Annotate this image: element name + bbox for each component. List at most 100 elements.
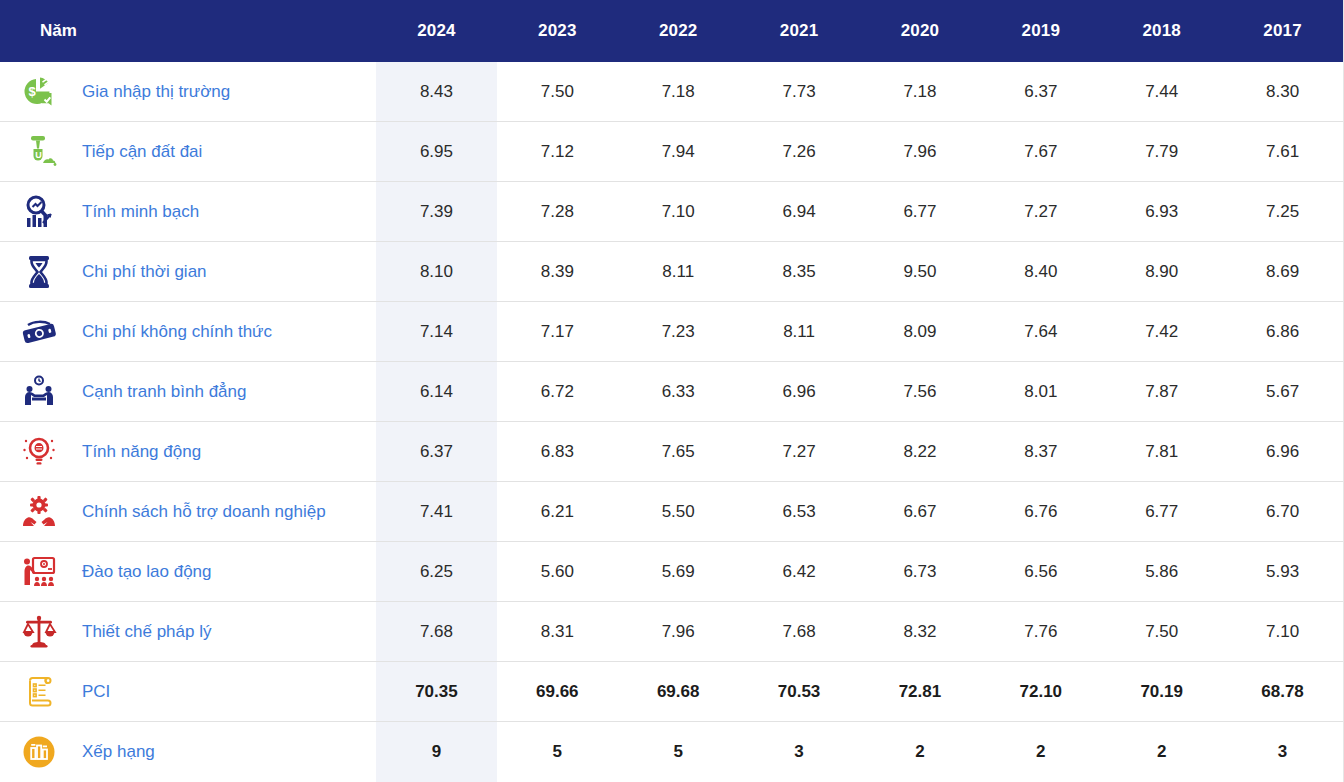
value-cell: 7.67 <box>980 122 1101 181</box>
idea-bulb-icon <box>18 431 60 473</box>
value-cell: 6.37 <box>980 62 1101 121</box>
value-cell: 6.94 <box>739 182 860 241</box>
value-cell: 2 <box>980 722 1101 782</box>
table-row: Thiết chế pháp lý 7.68 8.31 7.96 7.68 8.… <box>0 602 1343 662</box>
value-cell: 7.65 <box>618 422 739 481</box>
value-cell: 7.56 <box>860 362 981 421</box>
row-label-cell: Thiết chế pháp lý <box>0 602 376 661</box>
negotiation-icon <box>18 371 60 413</box>
value-cell: 7.42 <box>1101 302 1222 361</box>
row-label[interactable]: Đào tạo lao động <box>82 562 212 582</box>
table-row: Chi phí không chính thức 7.14 7.17 7.23 … <box>0 302 1343 362</box>
value-cell: 6.42 <box>739 542 860 601</box>
value-cell: 8.11 <box>618 242 739 301</box>
value-cell: 72.81 <box>860 662 981 721</box>
svg-text:$: $ <box>29 84 37 99</box>
labor-training-icon <box>18 551 60 593</box>
value-cell: 6.21 <box>497 482 618 541</box>
row-label[interactable]: Tính minh bạch <box>82 202 199 222</box>
row-label[interactable]: Tính năng động <box>82 442 201 462</box>
value-cell: 5.50 <box>618 482 739 541</box>
table-row: U Tiếp cận đất đai 6.95 7.12 7.94 7.26 7… <box>0 122 1343 182</box>
svg-text:U: U <box>35 149 42 159</box>
year-header-2017: 2017 <box>1222 21 1343 41</box>
value-cell: 7.81 <box>1101 422 1222 481</box>
value-cell: 7.27 <box>980 182 1101 241</box>
value-cell: 6.73 <box>860 542 981 601</box>
row-label[interactable]: Xếp hạng <box>82 742 155 762</box>
table-row: Cạnh tranh bình đẳng 6.14 6.72 6.33 6.96… <box>0 362 1343 422</box>
value-cell: 8.01 <box>980 362 1101 421</box>
row-label-cell: $ Gia nhập thị trường <box>0 62 376 121</box>
value-cell: 6.67 <box>860 482 981 541</box>
value-cell: 9 <box>376 722 497 782</box>
value-cell: 8.32 <box>860 602 981 661</box>
value-cell: 7.28 <box>497 182 618 241</box>
value-cell: 68.78 <box>1222 662 1343 721</box>
table-row: Chính sách hỗ trợ doanh nghiệp 7.41 6.21… <box>0 482 1343 542</box>
table-row: $ Gia nhập thị trường 8.43 7.50 7.18 7.7… <box>0 62 1343 122</box>
row-label-cell: U Tiếp cận đất đai <box>0 122 376 181</box>
value-cell: 8.69 <box>1222 242 1343 301</box>
value-cell: 7.27 <box>739 422 860 481</box>
value-cell: 8.31 <box>497 602 618 661</box>
value-cell: 7.12 <box>497 122 618 181</box>
value-cell: 7.26 <box>739 122 860 181</box>
value-cell: 72.10 <box>980 662 1101 721</box>
table-row: Tính năng động 6.37 6.83 7.65 7.27 8.22 … <box>0 422 1343 482</box>
value-cell: 6.95 <box>376 122 497 181</box>
value-cell: 6.86 <box>1222 302 1343 361</box>
value-cell: 5.86 <box>1101 542 1222 601</box>
year-corner-header: Năm <box>0 21 376 41</box>
value-cell: 3 <box>739 722 860 782</box>
value-cell: 8.40 <box>980 242 1101 301</box>
value-cell: 7.87 <box>1101 362 1222 421</box>
row-label-cell: Cạnh tranh bình đẳng <box>0 362 376 421</box>
table-row: PCI 70.35 69.66 69.68 70.53 72.81 72.10 … <box>0 662 1343 722</box>
value-cell: 6.96 <box>1222 422 1343 481</box>
value-cell: 7.68 <box>376 602 497 661</box>
row-label[interactable]: Tiếp cận đất đai <box>82 142 202 162</box>
year-header-2020: 2020 <box>860 21 981 41</box>
value-cell: 5 <box>497 722 618 782</box>
value-cell: 5.93 <box>1222 542 1343 601</box>
ranking-bars-icon <box>18 731 60 773</box>
value-cell: 8.90 <box>1101 242 1222 301</box>
value-cell: 8.10 <box>376 242 497 301</box>
value-cell: 8.43 <box>376 62 497 121</box>
value-cell: 8.11 <box>739 302 860 361</box>
value-cell: 70.19 <box>1101 662 1222 721</box>
value-cell: 6.96 <box>739 362 860 421</box>
row-label-cell: Tính minh bạch <box>0 182 376 241</box>
row-label-cell: Đào tạo lao động <box>0 542 376 601</box>
value-cell: 7.50 <box>497 62 618 121</box>
value-cell: 7.39 <box>376 182 497 241</box>
value-cell: 6.77 <box>860 182 981 241</box>
value-cell: 7.64 <box>980 302 1101 361</box>
value-cell: 7.18 <box>860 62 981 121</box>
row-label[interactable]: Chi phí không chính thức <box>82 322 272 342</box>
pci-year-table: Năm 2024 2023 2022 2021 2020 2019 2018 2… <box>0 0 1344 782</box>
value-cell: 6.93 <box>1101 182 1222 241</box>
value-cell: 6.77 <box>1101 482 1222 541</box>
value-cell: 8.09 <box>860 302 981 361</box>
row-label[interactable]: Chi phí thời gian <box>82 262 207 282</box>
value-cell: 5.60 <box>497 542 618 601</box>
value-cell: 6.14 <box>376 362 497 421</box>
row-label[interactable]: Thiết chế pháp lý <box>82 622 211 642</box>
value-cell: 7.96 <box>618 602 739 661</box>
row-label[interactable]: Cạnh tranh bình đẳng <box>82 382 246 402</box>
table-header-row: Năm 2024 2023 2022 2021 2020 2019 2018 2… <box>0 0 1343 62</box>
value-cell: 69.66 <box>497 662 618 721</box>
row-label[interactable]: Gia nhập thị trường <box>82 82 230 102</box>
table-row: Chi phí thời gian 8.10 8.39 8.11 8.35 9.… <box>0 242 1343 302</box>
value-cell: 6.72 <box>497 362 618 421</box>
banknote-icon <box>18 311 60 353</box>
value-cell: 69.68 <box>618 662 739 721</box>
row-label[interactable]: Chính sách hỗ trợ doanh nghiệp <box>82 502 326 522</box>
value-cell: 2 <box>1101 722 1222 782</box>
value-cell: 7.79 <box>1101 122 1222 181</box>
row-label-cell: Xếp hạng <box>0 722 376 782</box>
row-label[interactable]: PCI <box>82 682 110 702</box>
table-row: Đào tạo lao động 6.25 5.60 5.69 6.42 6.7… <box>0 542 1343 602</box>
